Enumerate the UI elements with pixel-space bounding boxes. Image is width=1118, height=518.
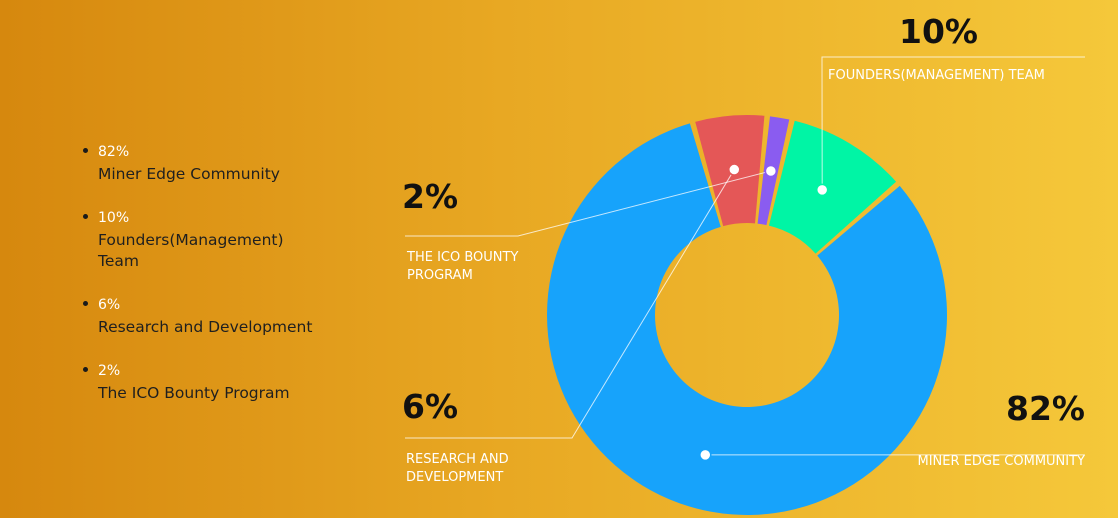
legend-label: The ICO Bounty Program (98, 384, 290, 402)
callout-dot (728, 163, 741, 176)
legend-percent: 82% (98, 144, 130, 160)
slice-founders-team (768, 120, 897, 254)
callout-dot (699, 448, 712, 462)
category-label: FOUNDERS(MANAGEMENT) TEAM (828, 68, 1045, 83)
callout-dot (815, 183, 829, 197)
legend-item-founders-team: 10% Founders(Management) Team (80, 206, 340, 272)
legend-label: Founders(Management) Team (98, 231, 284, 270)
callouts: 82% MINER EDGE COMMUNITY 6% RESEARCH AND DEV… (402, 12, 1085, 485)
data-label: 82% (1006, 389, 1085, 428)
data-label: 6% (402, 387, 458, 426)
callout-dot (764, 164, 778, 178)
callout-line (405, 169, 735, 439)
legend-percent: 6% (98, 297, 121, 313)
callout-line (405, 170, 771, 237)
legend-percent: 10% (98, 210, 130, 226)
legend-list: 82% Miner Edge Community 10% Founders(Ma… (80, 140, 340, 425)
slice-miner-edge-community (547, 123, 947, 516)
legend-item-research-development: 6% Research and Development (80, 293, 340, 338)
category-label: RESEARCH AND DEVELOPMENT (406, 452, 509, 485)
data-label: 2% (402, 177, 458, 216)
legend-label: Research and Development (98, 318, 313, 336)
legend-item-miner-edge-community: 82% Miner Edge Community (80, 140, 340, 185)
legend-item-ico-bounty: 2% The ICO Bounty Program (80, 359, 340, 404)
category-label: THE ICO BOUNTY PROGRAM (406, 250, 518, 283)
legend-label: Miner Edge Community (98, 165, 280, 183)
legend-percent: 2% (98, 363, 121, 379)
category-label: MINER EDGE COMMUNITY (918, 454, 1086, 469)
callout-line (821, 56, 1085, 190)
data-label: 10% (899, 12, 978, 51)
